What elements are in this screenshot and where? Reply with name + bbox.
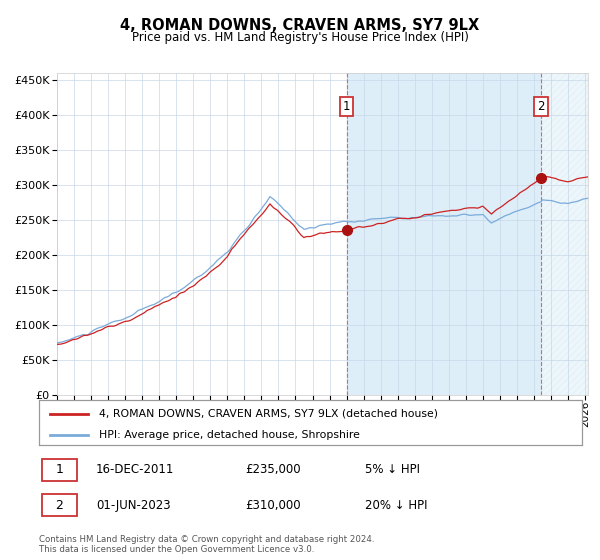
Text: 5% ↓ HPI: 5% ↓ HPI <box>365 463 420 476</box>
Text: 01-JUN-2023: 01-JUN-2023 <box>96 499 170 512</box>
Text: £235,000: £235,000 <box>245 463 301 476</box>
Bar <box>347 73 541 395</box>
FancyBboxPatch shape <box>42 459 77 480</box>
Text: 4, ROMAN DOWNS, CRAVEN ARMS, SY7 9LX: 4, ROMAN DOWNS, CRAVEN ARMS, SY7 9LX <box>121 18 479 32</box>
Text: HPI: Average price, detached house, Shropshire: HPI: Average price, detached house, Shro… <box>99 430 359 440</box>
FancyBboxPatch shape <box>42 494 77 516</box>
Text: 1: 1 <box>343 100 350 113</box>
Text: £310,000: £310,000 <box>245 499 301 512</box>
Text: 1: 1 <box>55 463 64 476</box>
Text: 2: 2 <box>538 100 545 113</box>
Text: 20% ↓ HPI: 20% ↓ HPI <box>365 499 427 512</box>
Text: Contains HM Land Registry data © Crown copyright and database right 2024.
This d: Contains HM Land Registry data © Crown c… <box>39 535 374 554</box>
Bar <box>541 73 588 395</box>
Text: 2: 2 <box>55 499 64 512</box>
Text: 4, ROMAN DOWNS, CRAVEN ARMS, SY7 9LX (detached house): 4, ROMAN DOWNS, CRAVEN ARMS, SY7 9LX (de… <box>99 409 438 419</box>
Text: Price paid vs. HM Land Registry's House Price Index (HPI): Price paid vs. HM Land Registry's House … <box>131 31 469 44</box>
Text: 16-DEC-2011: 16-DEC-2011 <box>96 463 175 476</box>
